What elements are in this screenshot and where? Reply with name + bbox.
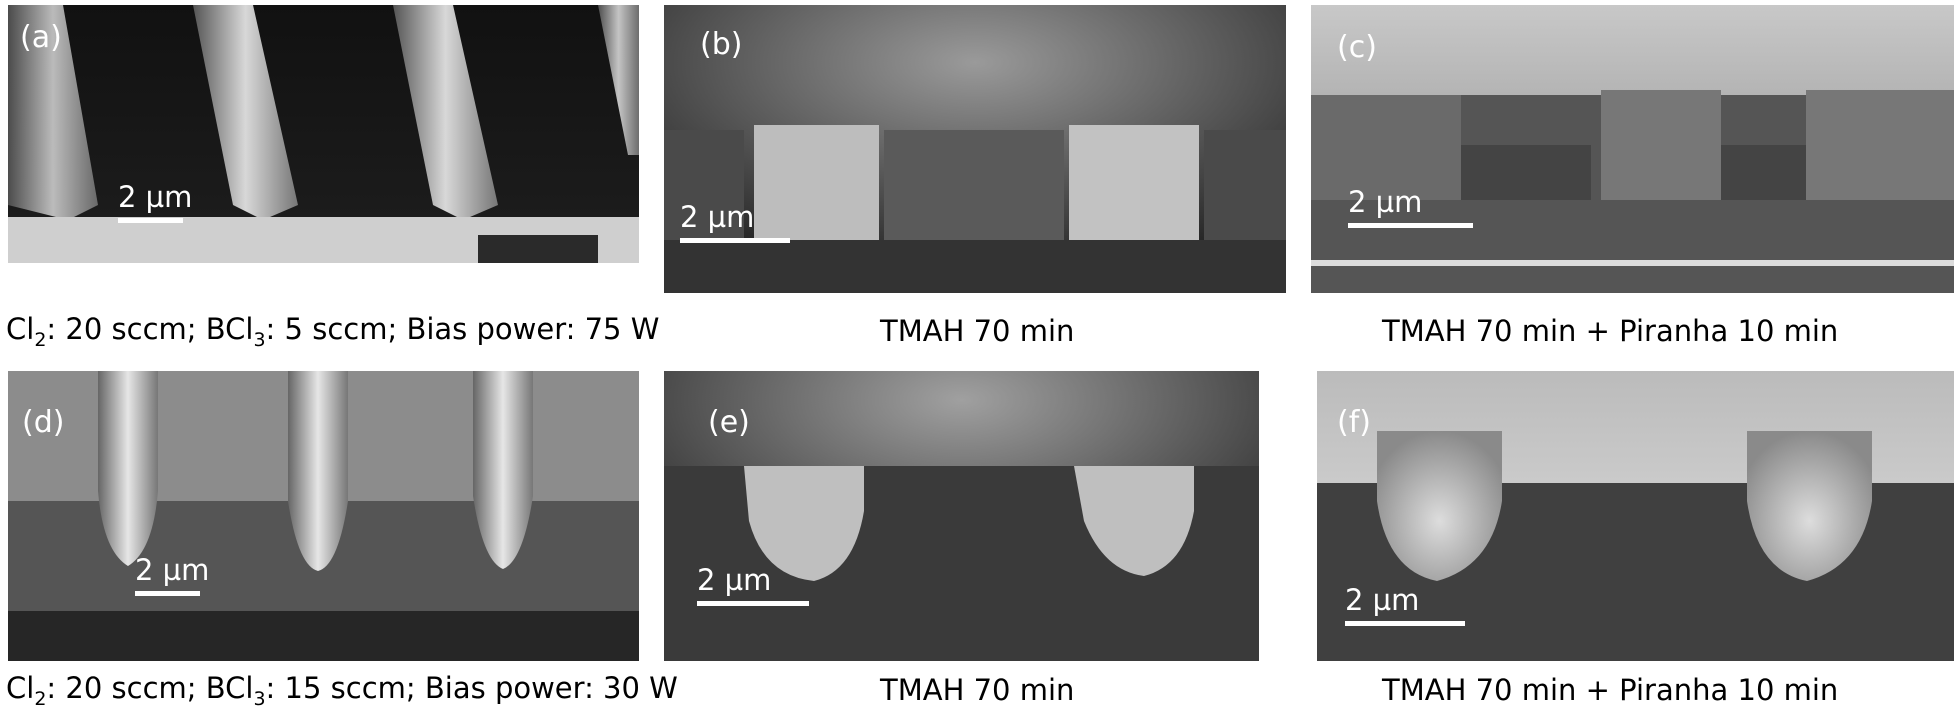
scale-text-a: 2 µm xyxy=(118,180,193,214)
sem-image-e xyxy=(664,371,1259,661)
sem-micrograph-a xyxy=(8,5,639,263)
sem-image-c xyxy=(1311,5,1954,293)
scale-text-f: 2 µm xyxy=(1345,583,1420,617)
sem-micrograph-e xyxy=(664,371,1259,661)
panel-label-b: (b) xyxy=(700,27,743,62)
scale-bar-e: 2 µm xyxy=(697,563,809,606)
scale-bar-c: 2 µm xyxy=(1348,185,1473,228)
scale-line-d xyxy=(135,591,200,596)
panel-label-d: (d) xyxy=(22,405,65,440)
sem-micrograph-b xyxy=(664,5,1286,293)
scale-text-d: 2 µm xyxy=(135,553,210,587)
scale-bar-a: 2 µm xyxy=(118,180,192,223)
panel-label-e: (e) xyxy=(708,405,750,440)
caption-row2-right: TMAH 70 min + Piranha 10 min xyxy=(1382,673,1839,707)
panel-label-f: (f) xyxy=(1337,405,1371,440)
scale-line-b xyxy=(680,238,790,243)
caption-row2-left: Cl2: 20 sccm; BCl3: 15 sccm; Bias power:… xyxy=(6,671,678,710)
scale-bar-d: 2 µm xyxy=(135,553,209,596)
scale-bar-b: 2 µm xyxy=(680,200,790,243)
scale-line-a xyxy=(118,218,183,223)
caption-row2-middle: TMAH 70 min xyxy=(880,673,1075,707)
scale-text-e: 2 µm xyxy=(697,563,772,597)
scale-line-f xyxy=(1345,621,1465,626)
sem-micrograph-d xyxy=(8,371,639,661)
panel-label-c: (c) xyxy=(1337,30,1377,65)
sem-image-a xyxy=(8,5,639,263)
caption-row1-left: Cl2: 20 sccm; BCl3: 5 sccm; Bias power: … xyxy=(6,312,660,351)
scale-line-c xyxy=(1348,223,1473,228)
sem-image-f xyxy=(1317,371,1954,661)
sem-micrograph-f xyxy=(1317,371,1954,661)
sem-image-b xyxy=(664,5,1286,293)
caption-row1-right: TMAH 70 min + Piranha 10 min xyxy=(1382,314,1839,348)
scale-line-e xyxy=(697,601,809,606)
scale-text-b: 2 µm xyxy=(680,200,755,234)
sem-image-d xyxy=(8,371,639,661)
panel-label-a: (a) xyxy=(20,20,62,55)
scale-text-c: 2 µm xyxy=(1348,185,1423,219)
caption-row1-middle: TMAH 70 min xyxy=(880,314,1075,348)
sem-micrograph-c xyxy=(1311,5,1954,293)
scale-bar-f: 2 µm xyxy=(1345,583,1465,626)
